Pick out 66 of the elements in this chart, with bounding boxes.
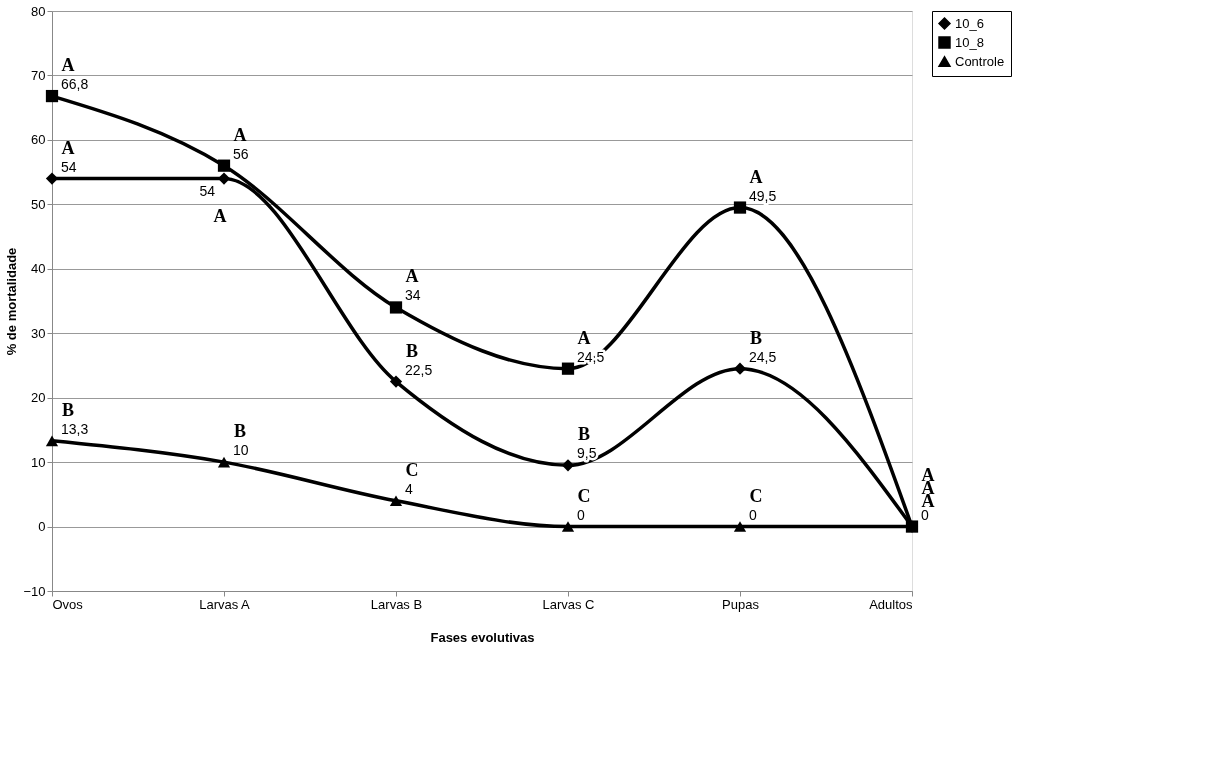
y-axis-title: % de mortalidade [4,247,20,356]
x-tick-label: Larvas A [199,596,251,612]
point [561,521,575,532]
y-tick-label: 80 [31,3,46,19]
annotation: A [233,124,247,145]
point [389,495,403,507]
data-label: 22,5 [405,361,433,378]
point [45,172,59,185]
annotation: A [577,327,591,348]
y-tick-label: 60 [31,132,46,148]
y-tick-label: 70 [31,67,46,83]
point [389,375,403,388]
point [389,301,403,314]
legend-label: 10_8 [955,34,984,50]
annotation: A [749,166,763,187]
annotation: B [233,421,247,442]
data-label: 56 [233,145,249,162]
data-label: 24,5 [749,348,777,365]
point [217,172,231,185]
data-label: 0 [749,506,757,523]
data-label: 9,5 [577,445,597,462]
annotation: A [213,205,227,226]
x-tick-label: Larvas C [542,596,595,612]
x-tick-label: Ovos [52,596,84,612]
annotation: A [405,266,419,287]
legend-label: 10_6 [955,15,984,31]
x-tick-label: Larvas B [370,596,423,612]
point [733,521,747,532]
y-tick-label: 0 [38,519,46,535]
point [45,89,59,103]
point [733,201,747,214]
data-label: 0 [577,506,585,523]
annotation: C [405,459,419,480]
annotation: B [405,340,419,361]
y-tick-label: 20 [31,390,46,406]
y-tick-label: 50 [31,196,46,212]
x-axis-title: Fases evolutivas [430,629,535,645]
annotation: B [577,424,591,445]
y-tick-label: 30 [31,325,46,341]
annotation: C [577,485,591,506]
point [45,435,59,447]
data-label: 49,5 [749,187,777,204]
x-tick-label: Adultos [869,596,913,612]
data-label: 10 [233,442,249,459]
data-label: 0 [921,506,929,523]
point [733,362,747,375]
annotation: B [749,327,763,348]
y-tick-label: −10 [23,583,46,599]
data-label: 54 [61,158,77,175]
annotation: C [749,485,763,506]
y-tick-label: 10 [31,454,46,470]
data-label: 66,8 [61,76,89,93]
x-tick-label: Pupas [722,596,760,612]
data-label: 13,3 [61,420,89,437]
data-label: 34 [405,287,421,304]
annotation: A [61,55,75,76]
data-label: 54 [199,182,216,199]
point [217,159,231,172]
point [561,459,575,472]
data-label: 4 [405,480,413,497]
point [561,362,575,375]
annotation: A [61,137,75,158]
legend-label: Controle [955,53,1005,69]
point [217,456,231,468]
annotation: B [61,399,75,420]
y-tick-label: 40 [31,261,46,277]
